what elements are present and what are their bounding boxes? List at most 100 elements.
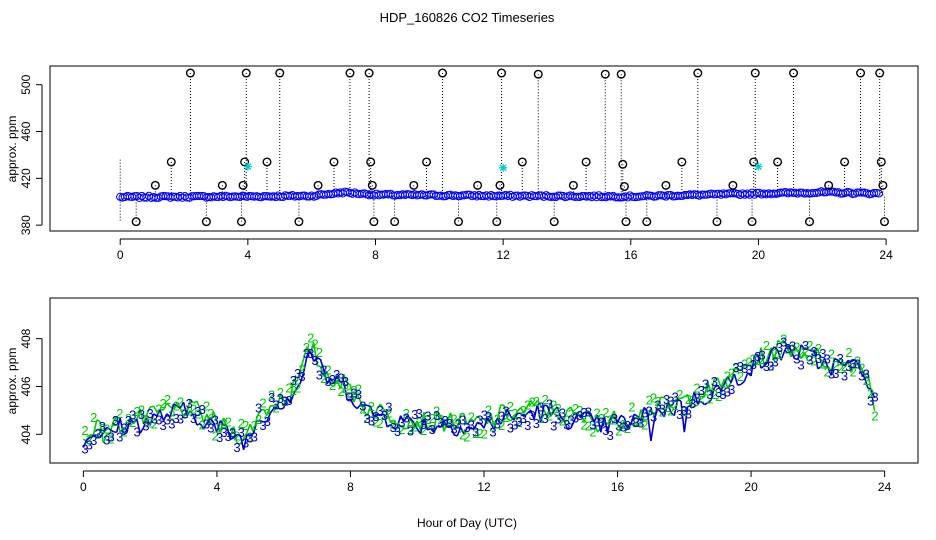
- series-point-glyph: 2: [737, 369, 744, 384]
- series-point-glyph: 3: [837, 351, 844, 366]
- series-line-segment: [233, 433, 238, 439]
- series-point-glyph: 3: [468, 418, 475, 433]
- series-point-glyph: 3: [824, 351, 831, 366]
- series-line-segment: [723, 376, 729, 385]
- series-point-glyph: 2: [450, 411, 457, 426]
- series-line-segment: [299, 371, 305, 384]
- series-point-glyph: 2: [845, 345, 852, 360]
- series-line-segment: [620, 414, 625, 419]
- series-point-glyph: 3: [767, 359, 774, 374]
- series-point-glyph: 3: [134, 424, 141, 439]
- series-line-segment: [834, 358, 839, 361]
- series-point-glyph: 2: [646, 392, 653, 407]
- series-point-glyph: 2: [355, 381, 362, 396]
- series-line-segment: [820, 357, 826, 368]
- series-line-segment: [653, 408, 659, 421]
- top-y-tick-label: 420: [19, 168, 33, 188]
- bottom-x-tick-label: 0: [80, 480, 87, 494]
- series-point-glyph: 2: [225, 414, 232, 429]
- series-point-glyph: 2: [385, 405, 392, 420]
- bottom-x-tick-label: 20: [744, 480, 758, 494]
- calibration-point: [275, 68, 285, 78]
- series-point-glyph: 3: [272, 397, 279, 412]
- series-line-segment: [399, 415, 405, 423]
- series-point-glyph: 3: [798, 357, 805, 372]
- series-line-segment: [416, 420, 422, 431]
- calibration-point: [773, 157, 783, 167]
- series-point-glyph: 3: [216, 430, 223, 445]
- series-line-segment: [576, 412, 582, 419]
- series-point-glyph: 3: [99, 419, 106, 434]
- series-point-glyph: 2: [581, 417, 588, 432]
- series-point-glyph: 2: [294, 380, 301, 395]
- series-point-glyph: 3: [264, 414, 271, 429]
- series-line-segment: [379, 403, 385, 410]
- series-point-glyph: 2: [242, 418, 249, 433]
- series-point-glyph: 2: [489, 419, 496, 434]
- series-point-glyph: 3: [585, 405, 592, 420]
- series-line-segment: [316, 364, 321, 368]
- series-line-segment: [223, 424, 228, 427]
- series-line-segment: [312, 342, 318, 366]
- series-point-glyph: 2: [507, 399, 514, 414]
- series-point-glyph: 3: [242, 435, 249, 450]
- series-point-glyph: 2: [533, 394, 540, 409]
- series-point-glyph: 2: [216, 420, 223, 435]
- series-line-segment: [506, 408, 512, 417]
- series-point-glyph: 3: [138, 407, 145, 422]
- series-point-glyph: 3: [806, 353, 813, 368]
- series-line-segment: [209, 411, 215, 426]
- series-line-segment: [349, 384, 355, 403]
- series-line-segment: [680, 400, 686, 433]
- series-point-glyph: 3: [333, 367, 340, 382]
- series-point-glyph: 2: [676, 387, 683, 402]
- series-line-segment: [870, 392, 876, 411]
- series-point-glyph: 3: [828, 367, 835, 382]
- series-point-glyph: 2: [233, 428, 240, 443]
- series-point-glyph: 3: [377, 403, 384, 418]
- series-line-segment: [106, 426, 111, 431]
- series-line-segment: [246, 423, 252, 433]
- series-point-glyph: 3: [576, 408, 583, 423]
- series-line-segment: [216, 420, 222, 433]
- series-point-glyph: 3: [329, 372, 336, 387]
- series-point-glyph: 2: [832, 358, 839, 373]
- series-point-glyph: 3: [515, 414, 522, 429]
- series-line-segment: [513, 413, 519, 421]
- series-line-segment: [633, 413, 639, 418]
- series-line-segment: [109, 428, 114, 433]
- calibration-point: [236, 217, 246, 227]
- series-line-segment: [756, 347, 762, 364]
- series-line-segment: [286, 397, 292, 404]
- series-point-glyph: 3: [732, 360, 739, 375]
- series-point-glyph: 3: [680, 403, 687, 418]
- series-point-glyph: 3: [672, 389, 679, 404]
- series-point-glyph: 2: [498, 418, 505, 433]
- bottom-x-tick-label: 4: [214, 480, 221, 494]
- series-point-glyph: 3: [598, 414, 605, 429]
- series-point-glyph: 3: [572, 411, 579, 426]
- series-point-glyph: 3: [268, 390, 275, 405]
- series-line-segment: [633, 423, 639, 428]
- series-point-glyph: 2: [871, 408, 878, 423]
- series-line-segment: [292, 387, 298, 395]
- series-line-segment: [273, 406, 278, 410]
- calibration-point: [618, 159, 628, 169]
- calibration-point: [367, 180, 377, 190]
- series-line-segment: [636, 409, 642, 424]
- series-point-glyph: 3: [203, 416, 210, 431]
- series-line-segment: [89, 434, 94, 439]
- series-point-glyph: 2: [151, 416, 158, 431]
- calibration-point: [364, 68, 374, 78]
- series-line-segment: [620, 420, 625, 431]
- series-point-glyph: 3: [125, 413, 132, 428]
- series-point-glyph: 3: [120, 421, 127, 436]
- series-point-glyph: 3: [706, 387, 713, 402]
- series-line-segment: [587, 412, 592, 415]
- series-line-segment: [580, 410, 585, 423]
- series-line-segment: [206, 417, 211, 424]
- series-line-segment: [453, 426, 458, 430]
- series-point-glyph: 3: [819, 346, 826, 361]
- series-point-glyph: 2: [190, 402, 197, 417]
